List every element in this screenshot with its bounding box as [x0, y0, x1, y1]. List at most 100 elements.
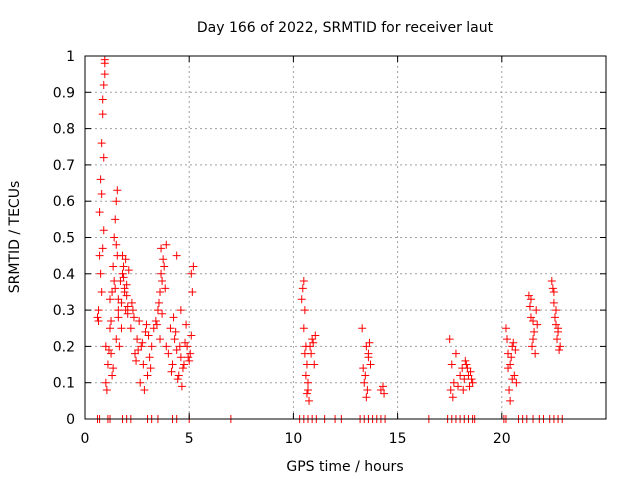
data-point: [183, 342, 192, 351]
data-point: [551, 320, 560, 329]
data-point: [508, 375, 517, 384]
data-point: [161, 284, 170, 293]
data-point: [107, 349, 116, 358]
data-point: [447, 360, 456, 369]
data-point: [159, 255, 168, 264]
data-point: [503, 335, 512, 344]
data-point: [456, 371, 465, 380]
data-point: [176, 353, 185, 362]
data-point: [188, 287, 197, 296]
data-point: [553, 335, 562, 344]
data-point: [138, 338, 147, 347]
data-point: [134, 346, 143, 355]
data-point: [119, 262, 128, 271]
data-point: [172, 251, 181, 260]
data-point: [96, 269, 105, 278]
data-point: [529, 316, 538, 325]
data-point: [460, 375, 469, 384]
y-tick-label: 0.7: [53, 158, 75, 174]
data-point: [157, 269, 166, 278]
x-axis-title: GPS time / hours: [286, 459, 403, 475]
data-point: [164, 349, 173, 358]
data-point: [117, 298, 126, 307]
data-point: [154, 298, 163, 307]
data-point: [140, 385, 149, 394]
data-point: [512, 378, 521, 387]
data-point: [446, 385, 455, 394]
x-tick-label: 15: [389, 431, 407, 447]
data-point: [463, 364, 472, 373]
data-point: [501, 324, 510, 333]
data-point: [175, 342, 184, 351]
data-point: [145, 353, 154, 362]
data-point: [129, 313, 138, 322]
data-point: [153, 306, 162, 315]
data-point: [99, 81, 108, 90]
data-point: [182, 320, 191, 329]
data-point: [186, 349, 195, 358]
data-point: [362, 393, 371, 402]
data-point: [126, 324, 135, 333]
data-point: [530, 327, 539, 336]
data-point: [181, 338, 190, 347]
data-point: [178, 364, 187, 373]
data-point: [109, 262, 118, 271]
data-point: [121, 255, 130, 264]
data-point: [102, 385, 111, 394]
data-point: [122, 280, 131, 289]
data-point: [547, 277, 556, 286]
data-point: [106, 295, 115, 304]
data-point: [185, 356, 194, 365]
data-point: [151, 316, 160, 325]
data-point: [179, 360, 188, 369]
data-point: [108, 371, 117, 380]
data-point: [121, 306, 130, 315]
y-tick-label: 0.9: [53, 85, 75, 101]
data-point: [171, 327, 180, 336]
y-tick-label: 0: [66, 412, 75, 428]
data-point: [297, 295, 306, 304]
data-point: [177, 382, 186, 391]
data-point: [550, 313, 559, 322]
data-point: [94, 316, 103, 325]
data-point: [136, 378, 145, 387]
data-point: [162, 342, 171, 351]
data-point: [448, 393, 457, 402]
data-point: [95, 251, 104, 260]
y-tick-label: 0.1: [53, 376, 75, 392]
data-point: [115, 342, 124, 351]
data-point: [311, 331, 320, 340]
data-point: [531, 349, 540, 358]
data-point: [299, 324, 308, 333]
data-point: [363, 385, 372, 394]
data-point: [100, 70, 109, 79]
data-point: [160, 262, 169, 271]
data-point: [162, 240, 171, 249]
y-tick-label: 0.6: [53, 194, 75, 210]
data-point: [364, 353, 373, 362]
data-point: [156, 287, 165, 296]
data-point: [366, 360, 375, 369]
data-point: [467, 375, 476, 384]
data-point: [113, 186, 122, 195]
data-point: [302, 389, 311, 398]
data-point: [526, 313, 535, 322]
data-point: [529, 335, 538, 344]
data-points: [93, 55, 567, 423]
data-point: [122, 291, 131, 300]
data-point: [524, 291, 533, 300]
data-point: [156, 335, 165, 344]
data-point: [111, 284, 120, 293]
data-point: [143, 371, 152, 380]
data-point: [167, 367, 176, 376]
data-point: [109, 364, 118, 373]
data-point: [303, 378, 312, 387]
data-point: [358, 324, 367, 333]
data-point: [98, 110, 107, 119]
data-point: [176, 306, 185, 315]
data-point: [173, 375, 182, 384]
data-point: [158, 277, 167, 286]
data-point: [170, 335, 179, 344]
data-point: [451, 349, 460, 358]
data-point: [555, 346, 564, 355]
